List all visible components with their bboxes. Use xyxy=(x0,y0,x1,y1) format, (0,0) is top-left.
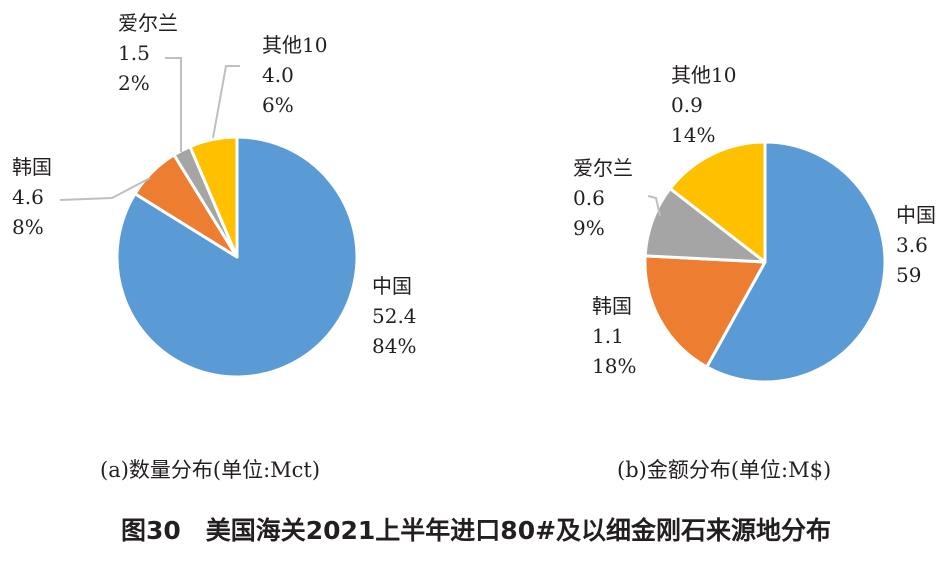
slice-percent-label: 8% xyxy=(12,215,44,239)
leader-line xyxy=(212,65,240,139)
slice-percent-label: 9% xyxy=(573,216,605,240)
slice-name-label: 韩国 xyxy=(592,294,632,318)
slice-name-label: 其他10 xyxy=(671,63,736,87)
pie-slice-others xyxy=(188,135,239,259)
pie-slice-others xyxy=(668,140,767,264)
slice-percent-label: 14% xyxy=(671,123,715,147)
slice-name-label: 中国 xyxy=(372,274,412,298)
pie-slice-korea xyxy=(643,254,767,369)
slice-value-label: 1.5 xyxy=(118,41,150,65)
caption-quantity: (a)数量分布(单位:Mct) xyxy=(100,458,321,482)
slice-name-label: 其他10 xyxy=(262,33,327,57)
slice-percent-label: 59 xyxy=(896,263,921,287)
slice-value-label: 1.1 xyxy=(592,324,624,348)
slice-value-label: 0.6 xyxy=(573,186,605,210)
pie-chart-amount: 中国 3.6 59 韩国 1.1 18% 爱尔兰 0.6 9% 其他10 0.9 14% xyxy=(573,63,936,384)
slice-value-label: 52.4 xyxy=(372,304,417,328)
slice-name-label: 中国 xyxy=(896,203,936,227)
leader-line xyxy=(647,195,661,217)
slice-value-label: 4.6 xyxy=(12,185,44,209)
caption-amount: (b)金额分布(单位:M$) xyxy=(617,458,832,482)
slice-percent-label: 2% xyxy=(118,71,150,95)
figure-title: 图30 美国海关2021上半年进口80#及以细金刚石来源地分布 xyxy=(120,516,832,545)
slice-name-label: 爱尔兰 xyxy=(573,156,633,180)
slice-value-label: 4.0 xyxy=(262,63,294,87)
slice-percent-label: 6% xyxy=(262,93,294,117)
slice-name-label: 爱尔兰 xyxy=(118,11,178,35)
pie-chart-quantity: 中国 52.4 84% 韩国 4.6 8% 爱尔兰 1.5 2% 其他10 4.0 6% xyxy=(12,11,417,379)
slice-percent-label: 84% xyxy=(372,334,416,358)
slice-name-label: 韩国 xyxy=(12,155,52,179)
slice-percent-label: 18% xyxy=(592,354,636,378)
pie-slice-china xyxy=(705,140,887,384)
leader-line xyxy=(59,177,151,201)
slice-value-label: 3.6 xyxy=(896,233,928,257)
leader-line xyxy=(165,57,182,152)
slice-value-label: 0.9 xyxy=(671,93,703,117)
